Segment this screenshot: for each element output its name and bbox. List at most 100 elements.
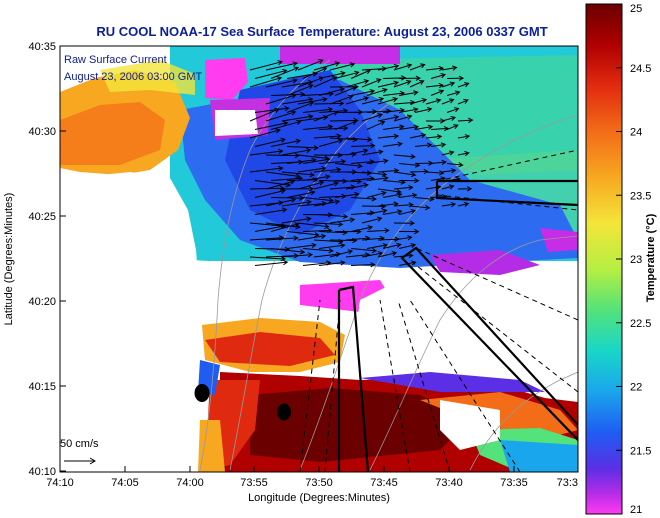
survey-box-south xyxy=(337,285,370,472)
x-tick-label: 73:40 xyxy=(435,477,463,489)
x-tick-label: 73:55 xyxy=(240,477,268,489)
colorbar-tick-label: 23 xyxy=(630,254,642,266)
current-arrow xyxy=(270,138,302,147)
y-tick-label: 40:10 xyxy=(28,466,56,478)
current-arrow xyxy=(249,128,281,139)
current-arrow xyxy=(302,248,334,254)
current-arrow xyxy=(270,66,300,79)
inset-line1: Raw Surface Current xyxy=(64,54,167,66)
current-arrow xyxy=(366,120,386,130)
current-arrow xyxy=(366,175,389,181)
current-arrow xyxy=(441,184,455,190)
current-arrow xyxy=(366,242,389,249)
current-arrow xyxy=(409,168,429,175)
current-arrow xyxy=(254,106,290,113)
current-arrow xyxy=(361,251,384,258)
y-tick-label: 40:20 xyxy=(28,296,56,308)
current-arrow xyxy=(382,242,402,249)
current-arrow xyxy=(430,89,445,96)
current-arrow xyxy=(393,171,417,178)
current-arrow xyxy=(446,90,461,96)
current-arrow xyxy=(366,208,388,215)
current-arrow xyxy=(318,87,346,96)
current-arrow xyxy=(318,213,349,219)
current-arrow xyxy=(350,196,377,202)
scale-arrow xyxy=(64,457,96,465)
survey-boxes xyxy=(337,179,578,472)
current-arrow xyxy=(334,163,363,169)
current-arrow xyxy=(286,231,320,238)
current-arrow xyxy=(361,96,385,105)
current-arrow xyxy=(457,98,469,105)
station-east-marker xyxy=(277,403,291,421)
current-arrow xyxy=(318,159,347,165)
surface-current-vectors xyxy=(249,59,474,268)
current-arrow xyxy=(382,75,407,81)
current-arrow xyxy=(249,165,284,173)
current-arrow xyxy=(265,61,299,71)
colorbar-tick-label: 21.5 xyxy=(630,445,651,457)
current-arrow xyxy=(254,207,288,215)
current-arrow xyxy=(366,227,390,234)
current-arrow xyxy=(425,118,446,124)
current-arrow xyxy=(398,124,420,130)
current-arrow xyxy=(345,148,369,156)
x-axis-label: Longitude (Degrees:Minutes) xyxy=(248,492,390,504)
current-arrow xyxy=(414,142,433,148)
current-arrow xyxy=(441,168,457,174)
current-arrow xyxy=(409,97,428,105)
current-arrow xyxy=(286,242,317,249)
current-arrow xyxy=(334,191,360,198)
current-arrow xyxy=(270,222,300,232)
current-arrow xyxy=(350,143,376,149)
current-arrow xyxy=(425,82,444,89)
x-tick-label: 73:35 xyxy=(500,477,528,489)
current-arrow xyxy=(393,184,414,191)
current-arrow xyxy=(393,79,412,88)
inset-line2: August 23, 2006 03:00 GMT xyxy=(64,71,202,83)
y-tick-label: 40:30 xyxy=(28,126,56,138)
current-arrow xyxy=(345,79,370,88)
current-arrow xyxy=(313,181,340,190)
current-arrow xyxy=(313,221,344,227)
current-arrow xyxy=(366,158,389,164)
current-arrow xyxy=(318,138,344,147)
current-arrow xyxy=(281,114,314,122)
current-arrow xyxy=(446,75,465,81)
current-arrow xyxy=(318,260,346,266)
current-arrow xyxy=(457,117,474,123)
current-arrow xyxy=(329,94,354,105)
colorbar-tick-label: 24.5 xyxy=(630,63,651,75)
current-arrow xyxy=(361,171,388,177)
current-arrow xyxy=(313,76,338,88)
current-arrow xyxy=(361,216,383,224)
current-arrow xyxy=(313,199,341,207)
current-arrow xyxy=(398,243,417,249)
x-tick-label: 74:05 xyxy=(111,477,139,489)
current-arrow xyxy=(313,110,339,122)
current-arrow xyxy=(441,201,457,208)
current-arrow xyxy=(297,180,325,190)
current-arrow xyxy=(398,178,420,184)
current-arrow xyxy=(249,108,280,122)
current-arrow xyxy=(254,68,288,79)
scale-label: 50 cm/s xyxy=(60,438,99,450)
current-arrow xyxy=(441,150,455,156)
x-tick-label: 73:3 xyxy=(557,477,578,489)
x-axis: 74:10 74:05 74:00 73:55 73:50 73:45 73:4… xyxy=(46,466,578,504)
current-arrow xyxy=(281,171,316,178)
current-arrow xyxy=(302,124,334,130)
current-arrow xyxy=(270,248,306,255)
map-title: RU COOL NOAA-17 Sea Surface Temperature:… xyxy=(96,24,547,39)
current-arrow xyxy=(249,76,283,88)
x-tick-label: 74:00 xyxy=(176,477,204,489)
current-arrow xyxy=(329,151,357,157)
current-arrow xyxy=(265,171,301,179)
current-arrow xyxy=(265,235,299,241)
current-arrow xyxy=(425,98,442,105)
current-arrow xyxy=(270,119,302,130)
y-tick-label: 40:35 xyxy=(28,41,56,53)
current-arrow xyxy=(318,243,346,249)
current-arrow xyxy=(302,157,331,164)
